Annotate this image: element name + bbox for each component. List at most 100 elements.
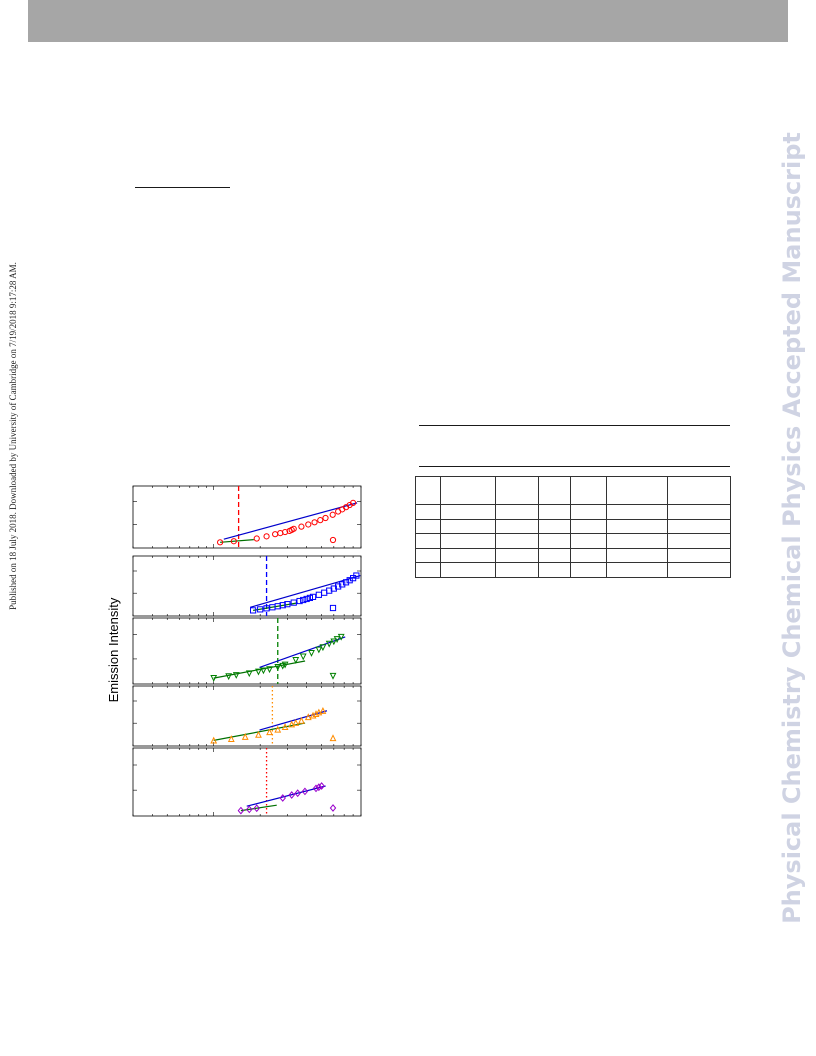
table-cell (667, 504, 731, 520)
data-point (263, 605, 270, 612)
journal-watermark-text: Physical Chemistry Chemical Physics Acce… (778, 132, 806, 924)
data-point (263, 533, 270, 540)
data-point (326, 587, 333, 594)
data-point (290, 525, 297, 532)
data-point (225, 673, 233, 681)
data-point (296, 597, 303, 605)
fit-line-high (259, 710, 328, 731)
table-cell (538, 562, 571, 578)
data-point (245, 670, 253, 678)
data-point (304, 713, 312, 721)
table-row (415, 518, 731, 534)
fit-line-low (213, 722, 306, 741)
table-top-rule (419, 425, 730, 426)
data-point (272, 531, 279, 538)
data-point (308, 650, 315, 657)
table-cell (538, 518, 571, 534)
chart-panel (132, 617, 362, 685)
data-point (257, 606, 264, 613)
fit-line-high (246, 785, 326, 807)
data-point (298, 716, 305, 724)
data-point (299, 653, 307, 661)
data-point (210, 675, 218, 682)
table-cell (606, 504, 668, 520)
panel-frame (132, 747, 362, 817)
data-point (311, 519, 318, 526)
data-point (260, 667, 267, 675)
data-point (335, 583, 342, 590)
fit-line-high (250, 574, 361, 608)
data-point (315, 646, 323, 654)
data-point (281, 661, 289, 669)
data-point (232, 672, 240, 679)
table-cell (440, 504, 496, 520)
data-point (300, 596, 307, 604)
data-point (312, 784, 320, 793)
data-point (216, 539, 224, 546)
data-point (281, 723, 289, 730)
table-row (415, 562, 731, 578)
data-point (292, 657, 300, 664)
table-cell (415, 476, 441, 505)
data-point (353, 572, 360, 579)
table-cell (440, 476, 496, 505)
fit-line-low (220, 539, 254, 543)
table-cell (538, 476, 571, 505)
data-point (339, 581, 346, 588)
data-point (329, 604, 337, 612)
data-point (329, 734, 337, 742)
table-cell (570, 504, 607, 520)
table-row (415, 547, 731, 563)
data-point (329, 511, 336, 518)
data-point (281, 528, 289, 536)
chart-panel (132, 747, 362, 817)
table-cell (570, 547, 607, 563)
table-cell (606, 547, 668, 563)
data-point (274, 725, 282, 733)
data-point (290, 599, 297, 606)
data-table (415, 476, 731, 578)
data-point (333, 636, 341, 643)
fit-line-high (223, 502, 358, 540)
data-point (230, 538, 237, 545)
data-point (227, 735, 235, 742)
panel-frame (132, 555, 362, 617)
data-point (342, 579, 350, 586)
table-cell (606, 562, 668, 578)
table-cell (570, 533, 607, 549)
data-point (350, 499, 357, 506)
data-point (253, 804, 260, 813)
table-cell (570, 518, 607, 534)
table-cell (415, 533, 441, 549)
footnote-rule (135, 187, 230, 188)
data-point (303, 595, 310, 603)
table-cell (415, 504, 441, 520)
data-point (329, 804, 337, 812)
table-row (415, 533, 731, 549)
table-cell (538, 504, 571, 520)
data-point (266, 728, 273, 736)
table-cell (667, 547, 731, 563)
data-point (246, 805, 253, 814)
table-cell (606, 533, 668, 549)
data-point (330, 638, 338, 646)
data-point (329, 672, 337, 680)
table-cell (538, 547, 571, 563)
data-point (315, 708, 323, 716)
data-point (318, 782, 325, 790)
data-point (279, 794, 286, 802)
data-point (298, 523, 305, 530)
table-cell (495, 533, 539, 549)
table-cell (495, 562, 539, 578)
table-cell (667, 476, 731, 505)
chart-panel (132, 555, 362, 617)
table-mid-rule (419, 466, 730, 467)
data-point (322, 514, 329, 522)
table-cell (570, 562, 607, 578)
panel-frame (132, 617, 362, 685)
table-cell (495, 476, 539, 505)
chart-panel (132, 485, 362, 549)
table-cell (606, 518, 668, 534)
table-cell (667, 518, 731, 534)
data-point (250, 607, 257, 614)
